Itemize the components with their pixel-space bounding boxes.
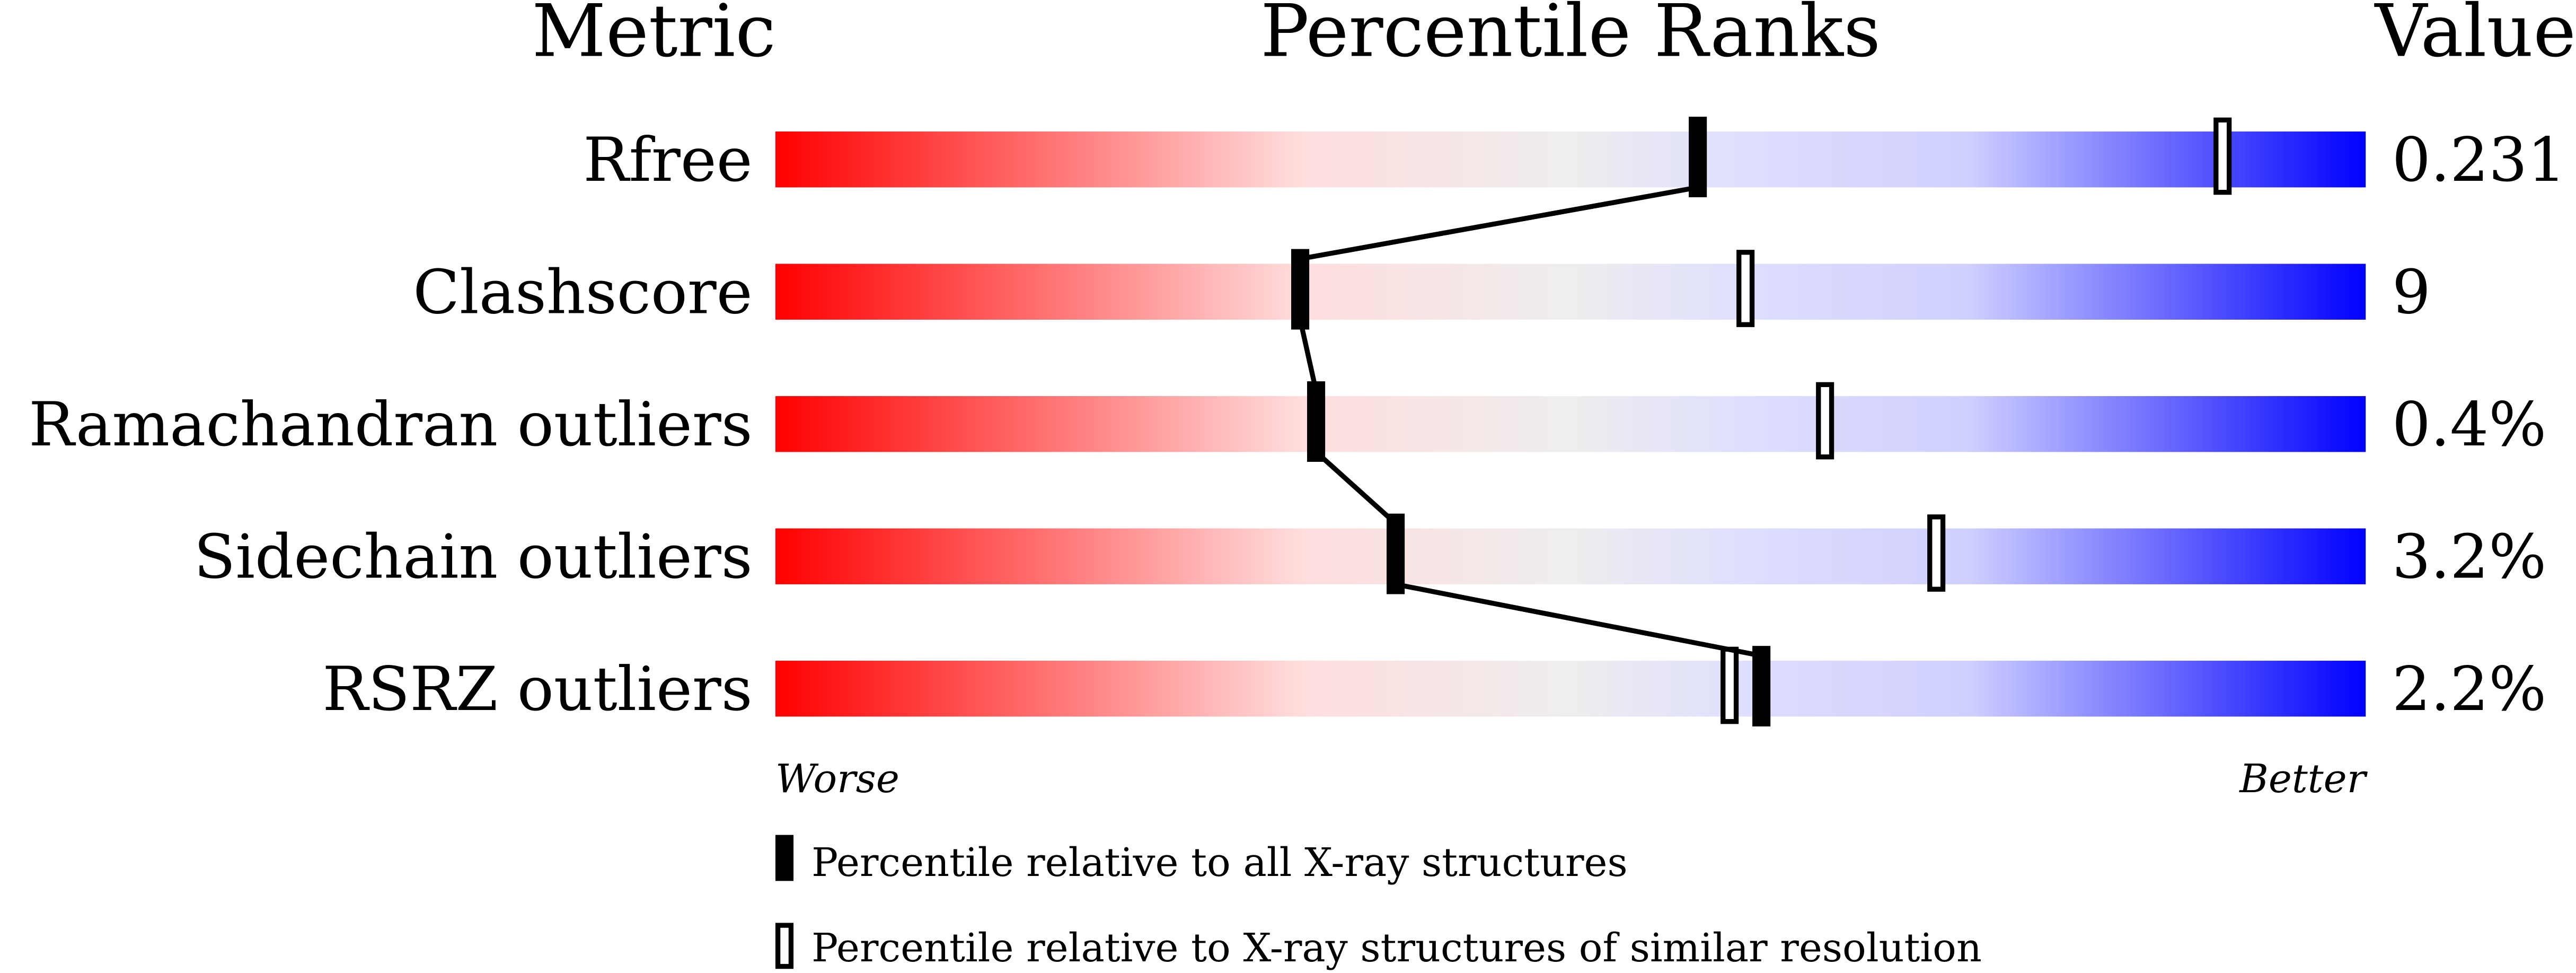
percentile-bar xyxy=(775,132,2366,188)
similar-resolution-marker xyxy=(1721,646,1739,724)
legend-filled-marker xyxy=(775,835,794,881)
metric-value: 2.2% xyxy=(2392,654,2546,725)
percentile-bar xyxy=(775,528,2366,584)
better-label: Better xyxy=(2238,756,2368,802)
similar-resolution-marker xyxy=(1816,382,1834,460)
percentile-bar xyxy=(775,396,2366,452)
all-structures-marker xyxy=(1752,646,1771,727)
metric-label: Ramachandran outliers xyxy=(29,390,752,460)
similar-resolution-marker xyxy=(1927,514,1946,592)
metric-label: Rfree xyxy=(583,125,752,196)
legend-open-label: Percentile relative to X-ray structures … xyxy=(811,925,1982,971)
connector-line xyxy=(1314,450,1398,525)
metric-value: 0.4% xyxy=(2392,390,2546,460)
connector-line xyxy=(1298,319,1319,392)
worse-label: Worse xyxy=(775,756,899,802)
connector-line xyxy=(1300,185,1698,261)
legend-filled-label: Percentile relative to all X-ray structu… xyxy=(811,839,1628,886)
metric-value: 9 xyxy=(2392,258,2431,328)
metric-value: 3.2% xyxy=(2392,522,2546,593)
metric-value: 0.231 xyxy=(2392,125,2566,196)
percentile-bar xyxy=(775,264,2366,320)
value-header: Value xyxy=(2374,0,2576,73)
legend-open-marker xyxy=(775,923,794,969)
percentile-header: Percentile Ranks xyxy=(1260,0,1881,73)
connector-line xyxy=(1395,582,1762,659)
all-structures-marker xyxy=(1307,381,1326,462)
metric-label: Clashscore xyxy=(413,258,752,328)
metric-label: RSRZ outliers xyxy=(322,654,752,725)
all-structures-marker xyxy=(1689,117,1707,197)
similar-resolution-marker xyxy=(1736,250,1755,327)
percentile-bar xyxy=(775,661,2366,717)
similar-resolution-marker xyxy=(2213,117,2232,195)
all-structures-marker xyxy=(1387,513,1405,594)
all-structures-marker xyxy=(1291,249,1310,330)
metric-header: Metric xyxy=(532,0,775,73)
metric-label: Sidechain outliers xyxy=(194,522,753,593)
